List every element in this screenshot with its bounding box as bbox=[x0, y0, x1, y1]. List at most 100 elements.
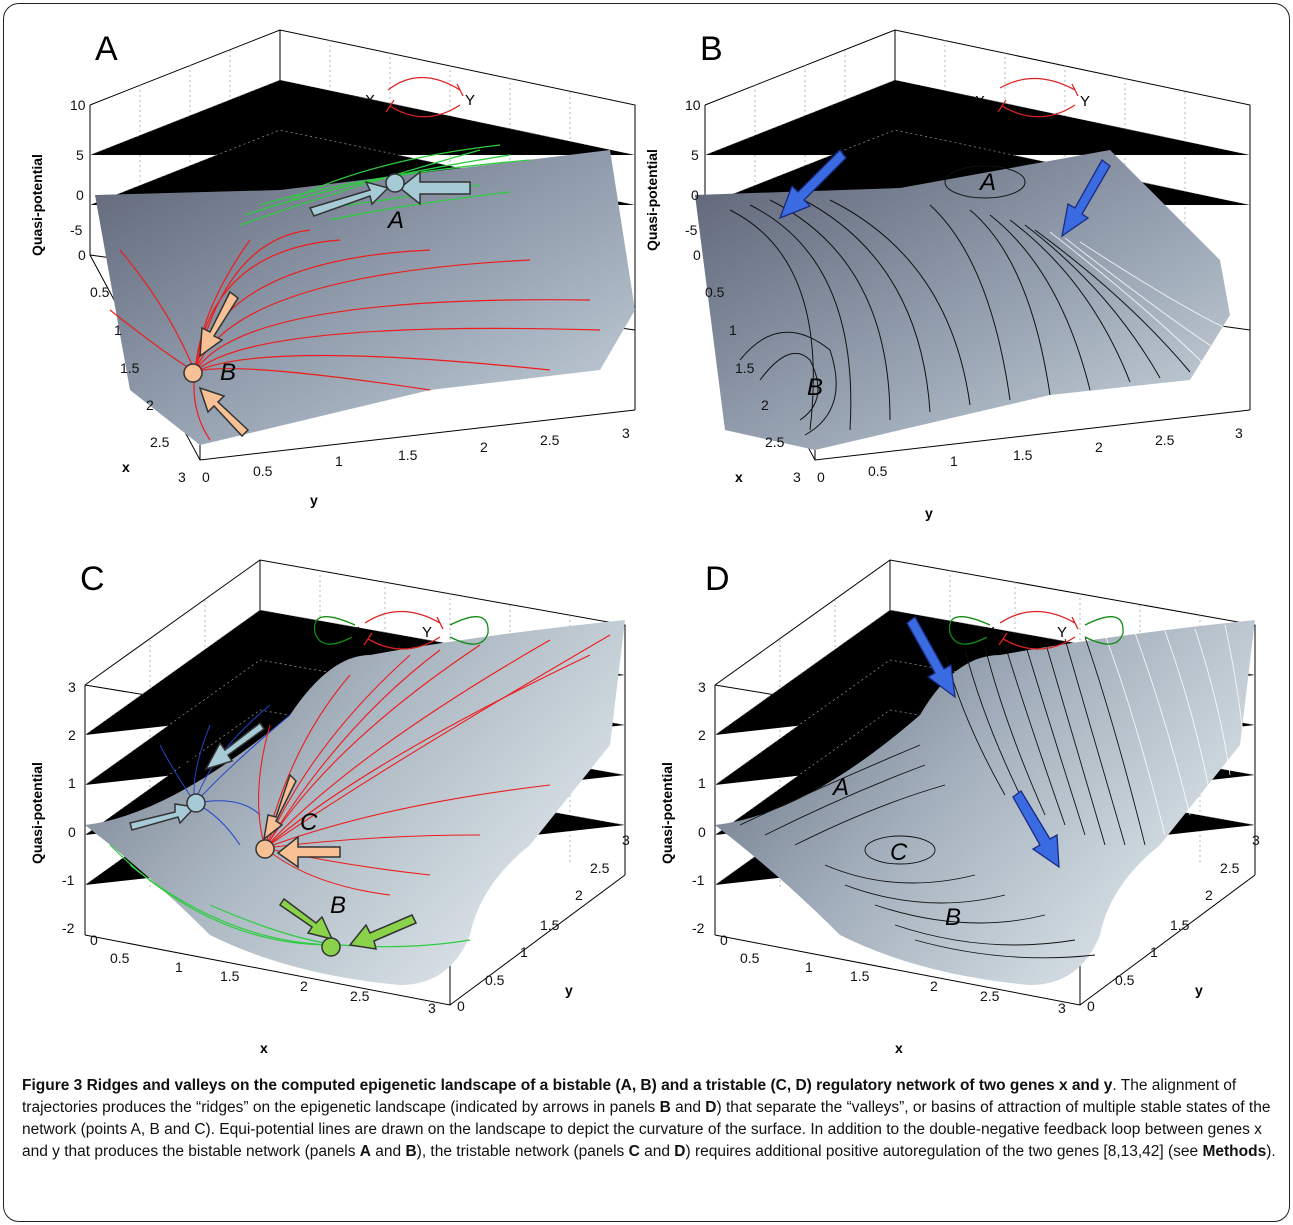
y-axis-label: y bbox=[925, 505, 933, 521]
caption-text: ) that separate the “valleys”, or basins… bbox=[22, 1099, 1271, 1160]
z-tick: -2 bbox=[62, 920, 75, 936]
network-x-label: X bbox=[365, 92, 375, 109]
panel-c-plot: X Y C A C B 3 2 1 0 -1 -2 0 0.5 1 1.5 2 … bbox=[29, 559, 630, 1056]
x-tick: 2.5 bbox=[980, 988, 1000, 1004]
x-tick: 0.5 bbox=[110, 950, 130, 966]
x-tick: 3 bbox=[1058, 1000, 1066, 1016]
equipotential-lines bbox=[729, 165, 1191, 436]
figure-frame bbox=[3, 3, 1290, 1222]
x-tick: 0 bbox=[693, 247, 701, 263]
z-tick: 10 bbox=[685, 97, 701, 113]
state-label-b: B bbox=[807, 374, 823, 401]
ridge-arrows bbox=[906, 616, 1060, 869]
y-tick: 2 bbox=[1205, 887, 1213, 903]
y-tick: 0.5 bbox=[485, 972, 505, 988]
x-tick: 2.5 bbox=[765, 434, 785, 450]
x-axis-label: x bbox=[735, 469, 743, 485]
x-tick: 0 bbox=[90, 932, 98, 948]
panel-letter: C bbox=[80, 560, 105, 598]
x-tick: 3 bbox=[793, 469, 801, 485]
y-axis-label: y bbox=[1195, 982, 1203, 998]
x-axis-label: x bbox=[895, 1040, 903, 1056]
panel-letter: D bbox=[705, 560, 730, 598]
landscape-surface bbox=[715, 620, 1255, 985]
y-tick: 0.5 bbox=[1115, 972, 1135, 988]
trajectories-red bbox=[258, 634, 611, 896]
x-tick: 1 bbox=[175, 959, 183, 975]
panel-d-plot: X Y D A C B 3 2 1 0 -1 -2 0 0.5 1 1.5 2 … bbox=[659, 559, 1260, 1056]
figure-label: Figure 3 bbox=[22, 1077, 83, 1094]
network-diagram bbox=[385, 76, 464, 118]
equipotential-lines-light bbox=[1049, 231, 1231, 371]
x-tick: 1.5 bbox=[735, 360, 755, 376]
state-label-a: A bbox=[386, 207, 404, 234]
network-y-label: Y bbox=[465, 92, 475, 109]
network-diagram bbox=[997, 77, 1079, 118]
state-label-b: B bbox=[330, 892, 346, 919]
y-tick: 2 bbox=[1095, 439, 1103, 455]
z-tick: 3 bbox=[698, 679, 706, 695]
x-axis-label: x bbox=[122, 459, 130, 475]
y-tick: 0.5 bbox=[868, 463, 888, 479]
z-tick: 5 bbox=[76, 147, 84, 163]
x-tick: 1.5 bbox=[220, 968, 240, 984]
y-tick: 0 bbox=[817, 469, 825, 485]
z-axis-label: Quasi-potential bbox=[29, 154, 45, 256]
x-tick: 0.5 bbox=[90, 284, 110, 300]
methods-ref: Methods bbox=[1202, 1143, 1267, 1160]
z-tick: 2 bbox=[68, 727, 76, 743]
y-tick: 3 bbox=[1252, 832, 1260, 848]
y-tick: 2 bbox=[480, 439, 488, 455]
network-x-label: X bbox=[985, 624, 995, 641]
panel-a-plot: X Y A A B 10 5 0 -5 0 0.5 1 1.5 2 2.5 3 … bbox=[29, 29, 636, 508]
x-tick: 2 bbox=[146, 397, 154, 413]
arrows-a bbox=[198, 170, 471, 438]
y-tick: 1.5 bbox=[398, 447, 418, 463]
state-label-b: B bbox=[945, 904, 961, 931]
landscape-surface bbox=[85, 620, 625, 985]
landscape-surface bbox=[95, 150, 635, 445]
stable-state-b-marker bbox=[183, 363, 203, 383]
z-tick: -1 bbox=[62, 872, 75, 888]
z-tick: 3 bbox=[68, 679, 76, 695]
network-diagram bbox=[948, 610, 1124, 650]
network-x-label: X bbox=[975, 93, 985, 110]
y-tick: 0 bbox=[457, 998, 465, 1014]
y-tick: 3 bbox=[622, 832, 630, 848]
network-y-label: Y bbox=[1057, 624, 1067, 641]
caption-text: and bbox=[370, 1143, 406, 1160]
equipotential-lines-light bbox=[1104, 624, 1246, 836]
panel-ref: B bbox=[405, 1143, 417, 1160]
x-tick: 1.5 bbox=[120, 360, 140, 376]
network-y-label: Y bbox=[422, 624, 432, 641]
caption-title: Ridges and valleys on the computed epige… bbox=[86, 1077, 1113, 1094]
state-label-c: C bbox=[300, 809, 318, 836]
caption-text: . The alignment of trajectories produces… bbox=[22, 1077, 1237, 1116]
state-label-a: A bbox=[978, 169, 996, 196]
z-tick: 1 bbox=[698, 775, 706, 791]
panel-ref: D bbox=[705, 1099, 717, 1116]
y-tick: 2 bbox=[575, 887, 583, 903]
panel-d: X Y D A C B 3 2 1 0 -1 -2 0 0.5 1 1.5 2 … bbox=[645, 545, 1285, 1075]
panel-ref: A bbox=[359, 1143, 371, 1160]
y-tick: 1 bbox=[950, 453, 958, 469]
y-tick: 1 bbox=[520, 944, 528, 960]
x-tick: 0.5 bbox=[705, 284, 725, 300]
z-tick: 0 bbox=[68, 824, 76, 840]
y-tick: 2.5 bbox=[590, 860, 610, 876]
caption-text: and bbox=[639, 1143, 675, 1160]
equipotential-lines bbox=[739, 636, 1146, 959]
y-axis-label: y bbox=[565, 982, 573, 998]
y-tick: 3 bbox=[1235, 425, 1243, 441]
z-axis-label: Quasi-potential bbox=[29, 762, 45, 864]
state-label-a: A bbox=[831, 774, 849, 801]
arrows-c bbox=[129, 721, 418, 950]
state-label-a: A bbox=[178, 750, 196, 777]
x-tick: 2 bbox=[930, 978, 938, 994]
network-y-label: Y bbox=[1080, 93, 1090, 110]
panel-c: X Y C A C B 3 2 1 0 -1 -2 0 0.5 1 1.5 2 … bbox=[10, 545, 650, 1075]
z-tick: -5 bbox=[685, 222, 698, 238]
network-diagram bbox=[313, 610, 489, 650]
y-axis-label: y bbox=[310, 492, 318, 508]
z-axis-label: Quasi-potential bbox=[644, 149, 660, 251]
